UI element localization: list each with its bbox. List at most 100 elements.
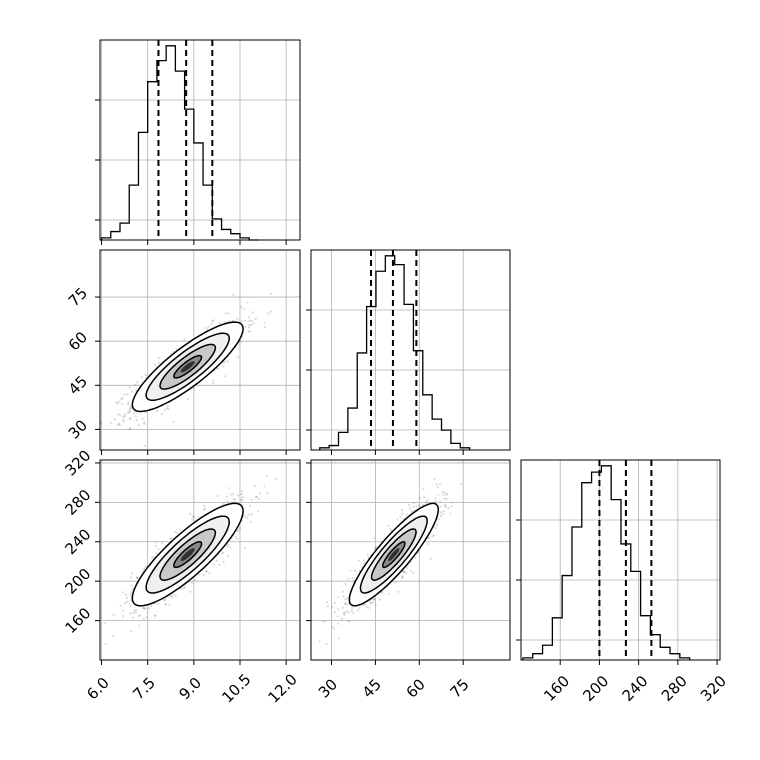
ytick-label-p2: 280 <box>62 486 95 519</box>
scatter-point <box>250 513 254 516</box>
scatter-point <box>387 524 390 528</box>
scatter-point <box>192 515 195 518</box>
scatter-point <box>143 421 146 424</box>
scatter-point <box>123 413 127 416</box>
scatter-point <box>439 500 442 503</box>
scatter-point <box>425 501 428 504</box>
scatter-point <box>129 593 132 597</box>
scatter-point <box>123 393 126 396</box>
scatter-point <box>449 512 452 515</box>
scatter-point <box>237 530 240 533</box>
scatter-point <box>180 587 183 590</box>
scatter-point <box>121 403 124 406</box>
scatter-point <box>248 504 252 507</box>
panel-body <box>98 475 278 654</box>
scatter-point <box>374 545 378 549</box>
hist-p0-frame <box>99 39 301 241</box>
hist-grid-p0 <box>100 40 300 240</box>
scatter-point <box>321 620 324 623</box>
scatter-point <box>263 321 266 324</box>
xtick-label-p1: 45 <box>359 675 385 701</box>
hist-panel-p1 <box>306 249 511 455</box>
scatter-point <box>447 507 450 510</box>
scatter-point <box>401 576 404 579</box>
scatter-point <box>136 576 139 580</box>
scatter-point <box>183 585 186 588</box>
scatter-point <box>170 537 173 540</box>
scatter-point <box>243 515 246 518</box>
xtick-label-p0: 6.0 <box>83 674 113 704</box>
scatter-point <box>138 624 141 627</box>
scatter-point <box>240 493 243 496</box>
scatter-point <box>227 543 230 546</box>
scatter-point <box>250 498 253 501</box>
scatter-point <box>373 598 376 601</box>
scatter-point <box>160 541 164 544</box>
scatter-point <box>127 400 130 404</box>
scatter-point <box>232 493 235 496</box>
scatter-point <box>226 500 229 503</box>
scatter-point <box>263 485 266 488</box>
scatter-point <box>160 413 163 416</box>
ytick-label-p2: 200 <box>62 565 95 598</box>
scatter-point <box>247 513 250 516</box>
histogram-p0 <box>100 45 259 241</box>
scatter-point <box>234 498 237 501</box>
panel-frame <box>310 459 511 661</box>
scatter-point <box>250 319 253 323</box>
scatter-point <box>157 357 161 360</box>
scatter-point <box>337 608 340 611</box>
scatter-point <box>443 497 446 500</box>
scatter-point <box>234 535 237 538</box>
scatter-point <box>131 616 134 619</box>
scatter-point <box>427 536 431 540</box>
scatter-point <box>229 493 232 496</box>
scatter-point <box>228 320 231 323</box>
scatter-point <box>112 613 115 616</box>
scatter-point <box>408 507 411 510</box>
scatter-point <box>241 496 244 499</box>
scatter-point <box>426 499 429 502</box>
scatter-panel-p1-p2 <box>306 459 511 665</box>
panel-frame <box>99 249 301 451</box>
scatter-point <box>239 340 242 343</box>
scatter-point <box>118 423 121 426</box>
scatter-point <box>129 427 132 430</box>
scatter-point <box>126 600 129 603</box>
scatter-point <box>130 630 133 633</box>
scatter-point <box>223 361 226 364</box>
scatter-point <box>325 642 328 645</box>
scatter-point <box>269 310 272 313</box>
scatter-point <box>152 555 155 558</box>
scatter-point <box>222 560 225 564</box>
density-core <box>388 548 400 561</box>
scatter-point <box>126 596 129 600</box>
scatter-point <box>344 602 347 605</box>
xtick-label-p0: 9.0 <box>176 674 206 704</box>
scatter-point <box>98 652 100 654</box>
xtick-label-p0: 7.5 <box>129 674 159 704</box>
scatter-point <box>226 360 229 363</box>
scatter-point <box>140 376 143 379</box>
scatter-point <box>165 407 168 410</box>
scatter-point <box>347 619 350 622</box>
scatter-point <box>344 583 347 586</box>
scatter-point <box>342 606 345 609</box>
contour-level-3 <box>173 541 203 569</box>
scatter-point <box>251 311 254 314</box>
scatter-point <box>171 596 174 599</box>
scatter-point <box>266 475 269 478</box>
scatter-point <box>154 544 157 548</box>
scatter-point <box>410 569 413 572</box>
scatter-point <box>275 477 278 481</box>
scatter-point <box>406 513 409 516</box>
scatter-point <box>153 614 156 617</box>
scatter-point <box>412 502 415 505</box>
scatter-point <box>369 602 373 605</box>
scatter-point <box>333 601 336 605</box>
xtick-label-p2: 240 <box>619 672 652 705</box>
scatter-point <box>345 609 349 613</box>
panel-body <box>100 292 273 447</box>
scatter-point <box>167 407 170 410</box>
scatter-point <box>229 546 232 549</box>
